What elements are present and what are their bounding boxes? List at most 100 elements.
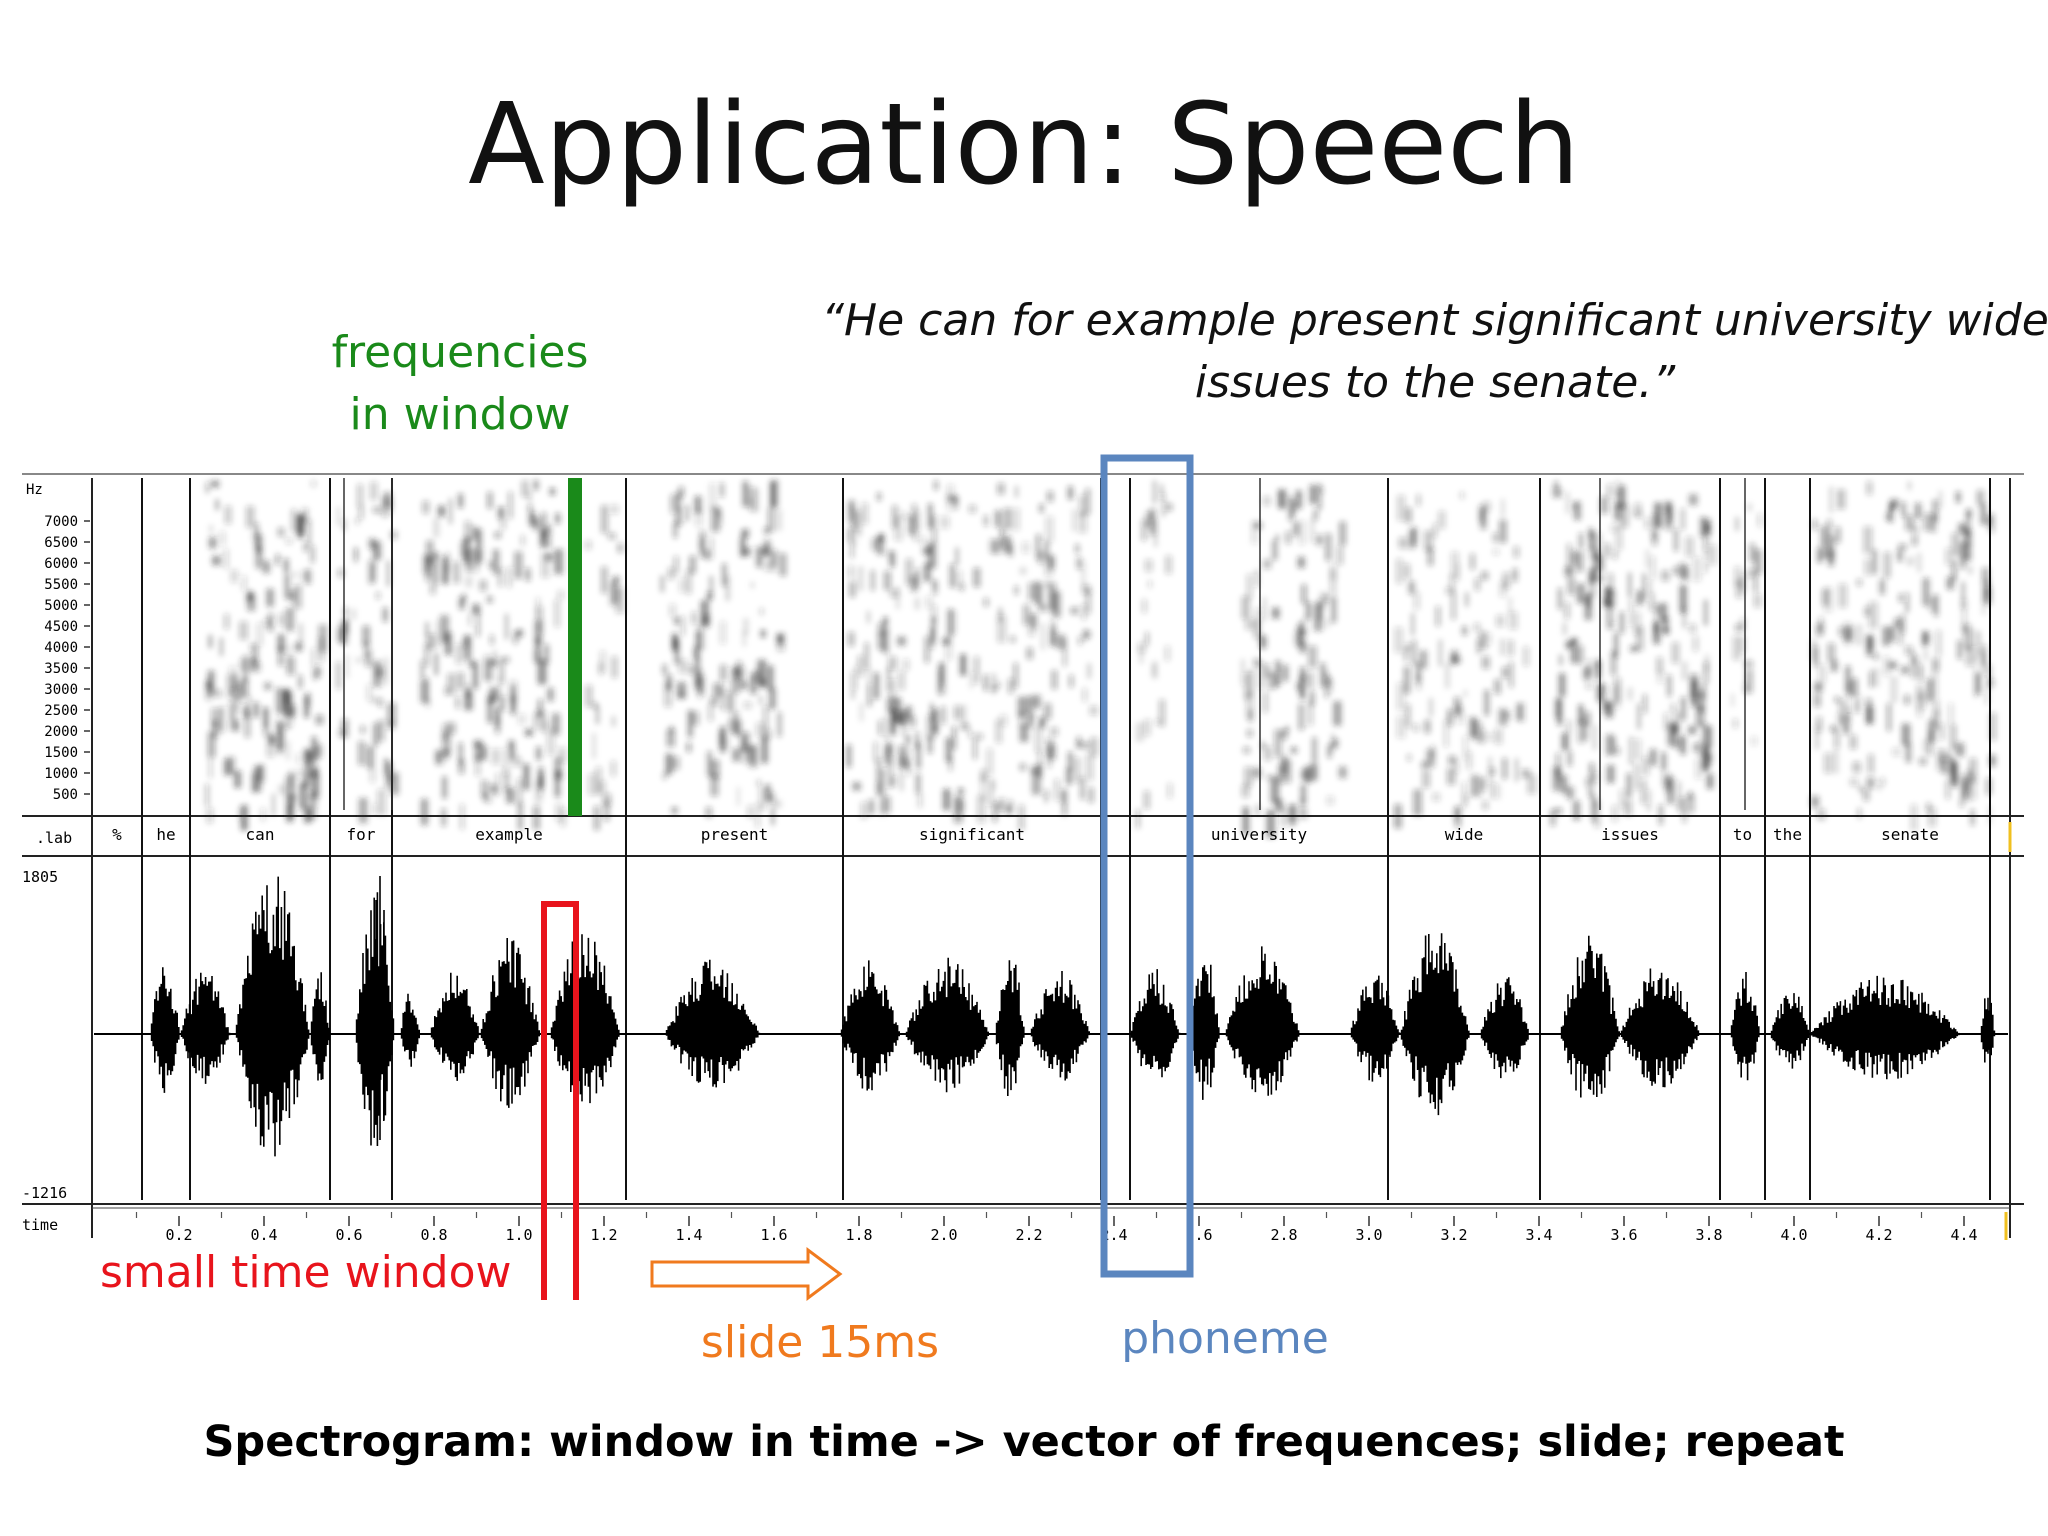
spectrogram-cell	[1451, 551, 1459, 579]
spectrogram-cell	[972, 739, 978, 760]
spectrogram-cell	[1298, 520, 1306, 545]
spectrogram-cell	[669, 725, 674, 733]
spectrogram-cell	[1866, 777, 1875, 789]
spectrogram-cell	[983, 515, 988, 526]
spectrogram-cell	[215, 689, 222, 698]
time-tick-label: 4.2	[1865, 1226, 1892, 1244]
spectrogram-cell	[209, 524, 213, 533]
spectrogram-cell	[701, 676, 706, 697]
spectrogram-cell	[1584, 595, 1592, 620]
spectrogram-cell	[420, 798, 429, 826]
spectrogram-cell	[1264, 746, 1272, 761]
spectrogram-cell	[1433, 523, 1437, 538]
word-labels: % he can for example present significant univer…	[112, 825, 1939, 844]
spectrogram-cell	[1573, 800, 1580, 821]
spectrogram-cell	[1162, 493, 1166, 517]
spectrogram-cell	[486, 795, 492, 804]
spectrogram-cell	[520, 535, 525, 546]
spectrogram-cell	[857, 566, 864, 591]
spectrogram-cell	[1655, 603, 1660, 615]
spectrogram-cell	[700, 600, 709, 625]
spectrogram-cell	[995, 719, 1002, 743]
spectrogram-cell	[923, 563, 931, 582]
spectrogram-cell	[1936, 630, 1942, 657]
spectrogram-cell	[763, 729, 772, 740]
spectrogram-cell	[866, 611, 870, 624]
spectrogram-cell	[286, 740, 291, 761]
time-tick-label: 2.8	[1270, 1226, 1297, 1244]
spectrogram-cell	[1419, 650, 1428, 669]
spectrogram-cell	[677, 682, 686, 699]
spectrogram-cell	[1550, 809, 1556, 826]
spectrogram-cell	[495, 713, 500, 734]
spectrogram-cell	[1973, 654, 1978, 662]
spectrogram-cell	[730, 694, 736, 721]
spectrogram-cell	[945, 737, 952, 762]
spectrogram-cell	[1412, 723, 1420, 732]
spectrogram-cell	[1579, 533, 1583, 549]
spectrogram-cell	[1288, 496, 1294, 521]
spectrogram-cell	[991, 684, 998, 691]
spectrogram-cell	[1813, 693, 1821, 708]
spectrogram-cell	[876, 768, 885, 797]
spectrogram-cell	[889, 678, 896, 703]
spectrogram-cell	[1660, 752, 1665, 772]
spectrogram-cell	[1704, 523, 1711, 533]
spectrogram-cell	[1075, 544, 1080, 553]
spectrogram-cell	[1738, 636, 1746, 654]
spectrogram-cell	[360, 725, 366, 734]
spectrogram-cell	[1301, 768, 1309, 781]
spectrogram-cell	[500, 506, 506, 530]
spectrogram-cell	[1688, 791, 1693, 800]
spectrogram-cell	[358, 506, 364, 520]
spectrogram-cell	[1852, 761, 1861, 773]
spectrogram-cell	[1268, 672, 1277, 690]
spectrogram-cell	[303, 542, 308, 552]
spectrogram-cell	[900, 769, 904, 791]
spectrogram-cell	[1681, 661, 1688, 681]
spectrogram-cell	[1595, 532, 1602, 559]
spectrogram-cell	[666, 729, 675, 747]
spectrogram-cell	[1700, 517, 1706, 537]
spectrogram-cell	[1453, 760, 1460, 774]
spectrogram-cell	[373, 723, 379, 746]
spectrogram-cell	[1816, 716, 1822, 733]
spectrogram-cell	[908, 515, 914, 535]
time-tick-label: 0.2	[165, 1226, 192, 1244]
spectrogram-cell	[310, 545, 315, 563]
spectrogram-cell	[1585, 777, 1590, 787]
spectrogram-cell	[1024, 696, 1032, 714]
spectrogram-cell	[435, 750, 442, 764]
spectrogram-cell	[1928, 596, 1937, 612]
spectrogram-cell	[1982, 586, 1992, 605]
spectrogram-cell	[676, 493, 681, 511]
spectrogram-cell	[1037, 550, 1046, 565]
spectrogram-cell	[336, 662, 340, 689]
time-tick-label: 1.8	[845, 1226, 872, 1244]
spectrogram-cell	[1074, 757, 1080, 783]
spectrogram-cell	[1938, 490, 1942, 509]
spectrogram-cell	[1587, 659, 1593, 674]
spectrogram-cell	[534, 648, 542, 663]
spectrogram-cell	[1701, 683, 1706, 700]
spectrogram-cell	[709, 537, 714, 560]
spectrogram-cell	[1575, 645, 1584, 664]
spectrogram-cell	[1838, 626, 1843, 637]
spectrogram-cell	[1656, 657, 1663, 673]
spectrogram-cell	[997, 483, 1005, 495]
spectrogram-cell	[1424, 719, 1431, 734]
spectrogram-cell	[1242, 807, 1250, 835]
spectrogram-cell	[1088, 787, 1094, 803]
spectrogram-cell	[1325, 533, 1332, 561]
spectrogram-cell	[458, 742, 463, 765]
spectrogram-cell	[1827, 643, 1836, 662]
spectrogram-cell	[1950, 757, 1954, 782]
spectrogram-cell	[1671, 642, 1680, 664]
spectrogram-cell	[1642, 694, 1647, 714]
spectrogram-cell	[861, 502, 868, 525]
time-tick-label: 1.2	[590, 1226, 617, 1244]
spectrogram-cell	[671, 807, 678, 814]
spectrogram-cell	[517, 778, 522, 806]
spectrogram-cell	[891, 775, 896, 787]
spectrogram-cell	[384, 758, 388, 776]
